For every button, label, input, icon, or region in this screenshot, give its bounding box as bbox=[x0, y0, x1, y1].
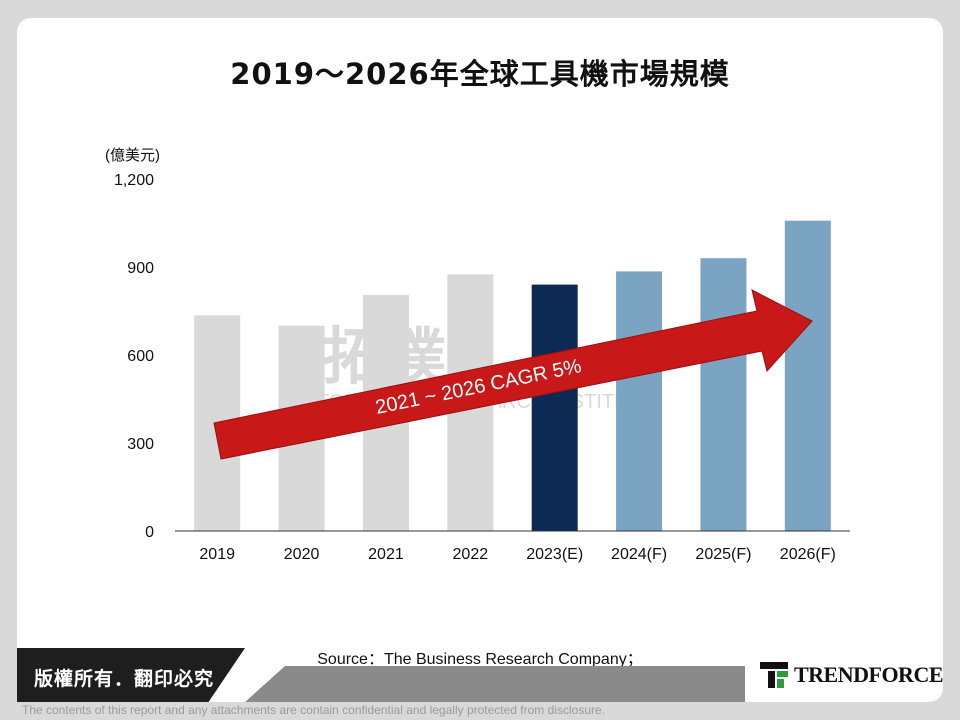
x-tick-label: 2019 bbox=[199, 546, 235, 563]
chart-title: 2019～2026年全球工具機市場規模 bbox=[230, 57, 730, 91]
x-tick-label: 2020 bbox=[284, 546, 320, 563]
unit-label: (億美元) bbox=[105, 147, 160, 164]
y-tick-label: 0 bbox=[145, 524, 154, 541]
slide-card: 2019～2026年全球工具機市場規模 (億美元) 0 300 600 900 1,20… bbox=[17, 18, 943, 702]
disclaimer: The contents of this report and any atta… bbox=[22, 703, 605, 717]
y-tick-label: 600 bbox=[127, 348, 154, 365]
x-tick-label: 2024(F) bbox=[611, 546, 667, 563]
copyright-notice: 版權所有．翻印必究 bbox=[34, 668, 215, 690]
bar-2025f bbox=[700, 258, 747, 531]
trendforce-logo: TRENDFORCE bbox=[760, 662, 944, 688]
trendforce-logo-icon bbox=[760, 662, 788, 688]
footer-dark-band bbox=[17, 648, 245, 702]
logo-wordmark: TRENDFORCE bbox=[794, 662, 944, 687]
x-tick-label: 2023(E) bbox=[526, 546, 583, 563]
bar-2024f bbox=[616, 271, 663, 531]
y-tick-label: 1,200 bbox=[114, 172, 154, 189]
y-tick-label: 900 bbox=[127, 260, 154, 277]
source-line-1: Source：The Business Research Company； bbox=[317, 651, 643, 668]
x-axis-labels: 2019 2020 2021 2022 2023(E) 2024(F) 2025(F) 202… bbox=[199, 546, 835, 563]
arrow-shape bbox=[213, 289, 813, 460]
x-tick-label: 2021 bbox=[368, 546, 404, 563]
x-tick-label: 2025(F) bbox=[695, 546, 751, 563]
bar-2026f bbox=[784, 220, 831, 532]
bar-2023e bbox=[531, 284, 578, 531]
x-tick-label: 2026(F) bbox=[780, 546, 836, 563]
y-tick-label: 300 bbox=[127, 436, 154, 453]
footer-band bbox=[245, 666, 745, 702]
y-axis-ticks: 0 300 600 900 1,200 bbox=[114, 172, 154, 541]
x-tick-label: 2022 bbox=[453, 546, 489, 563]
